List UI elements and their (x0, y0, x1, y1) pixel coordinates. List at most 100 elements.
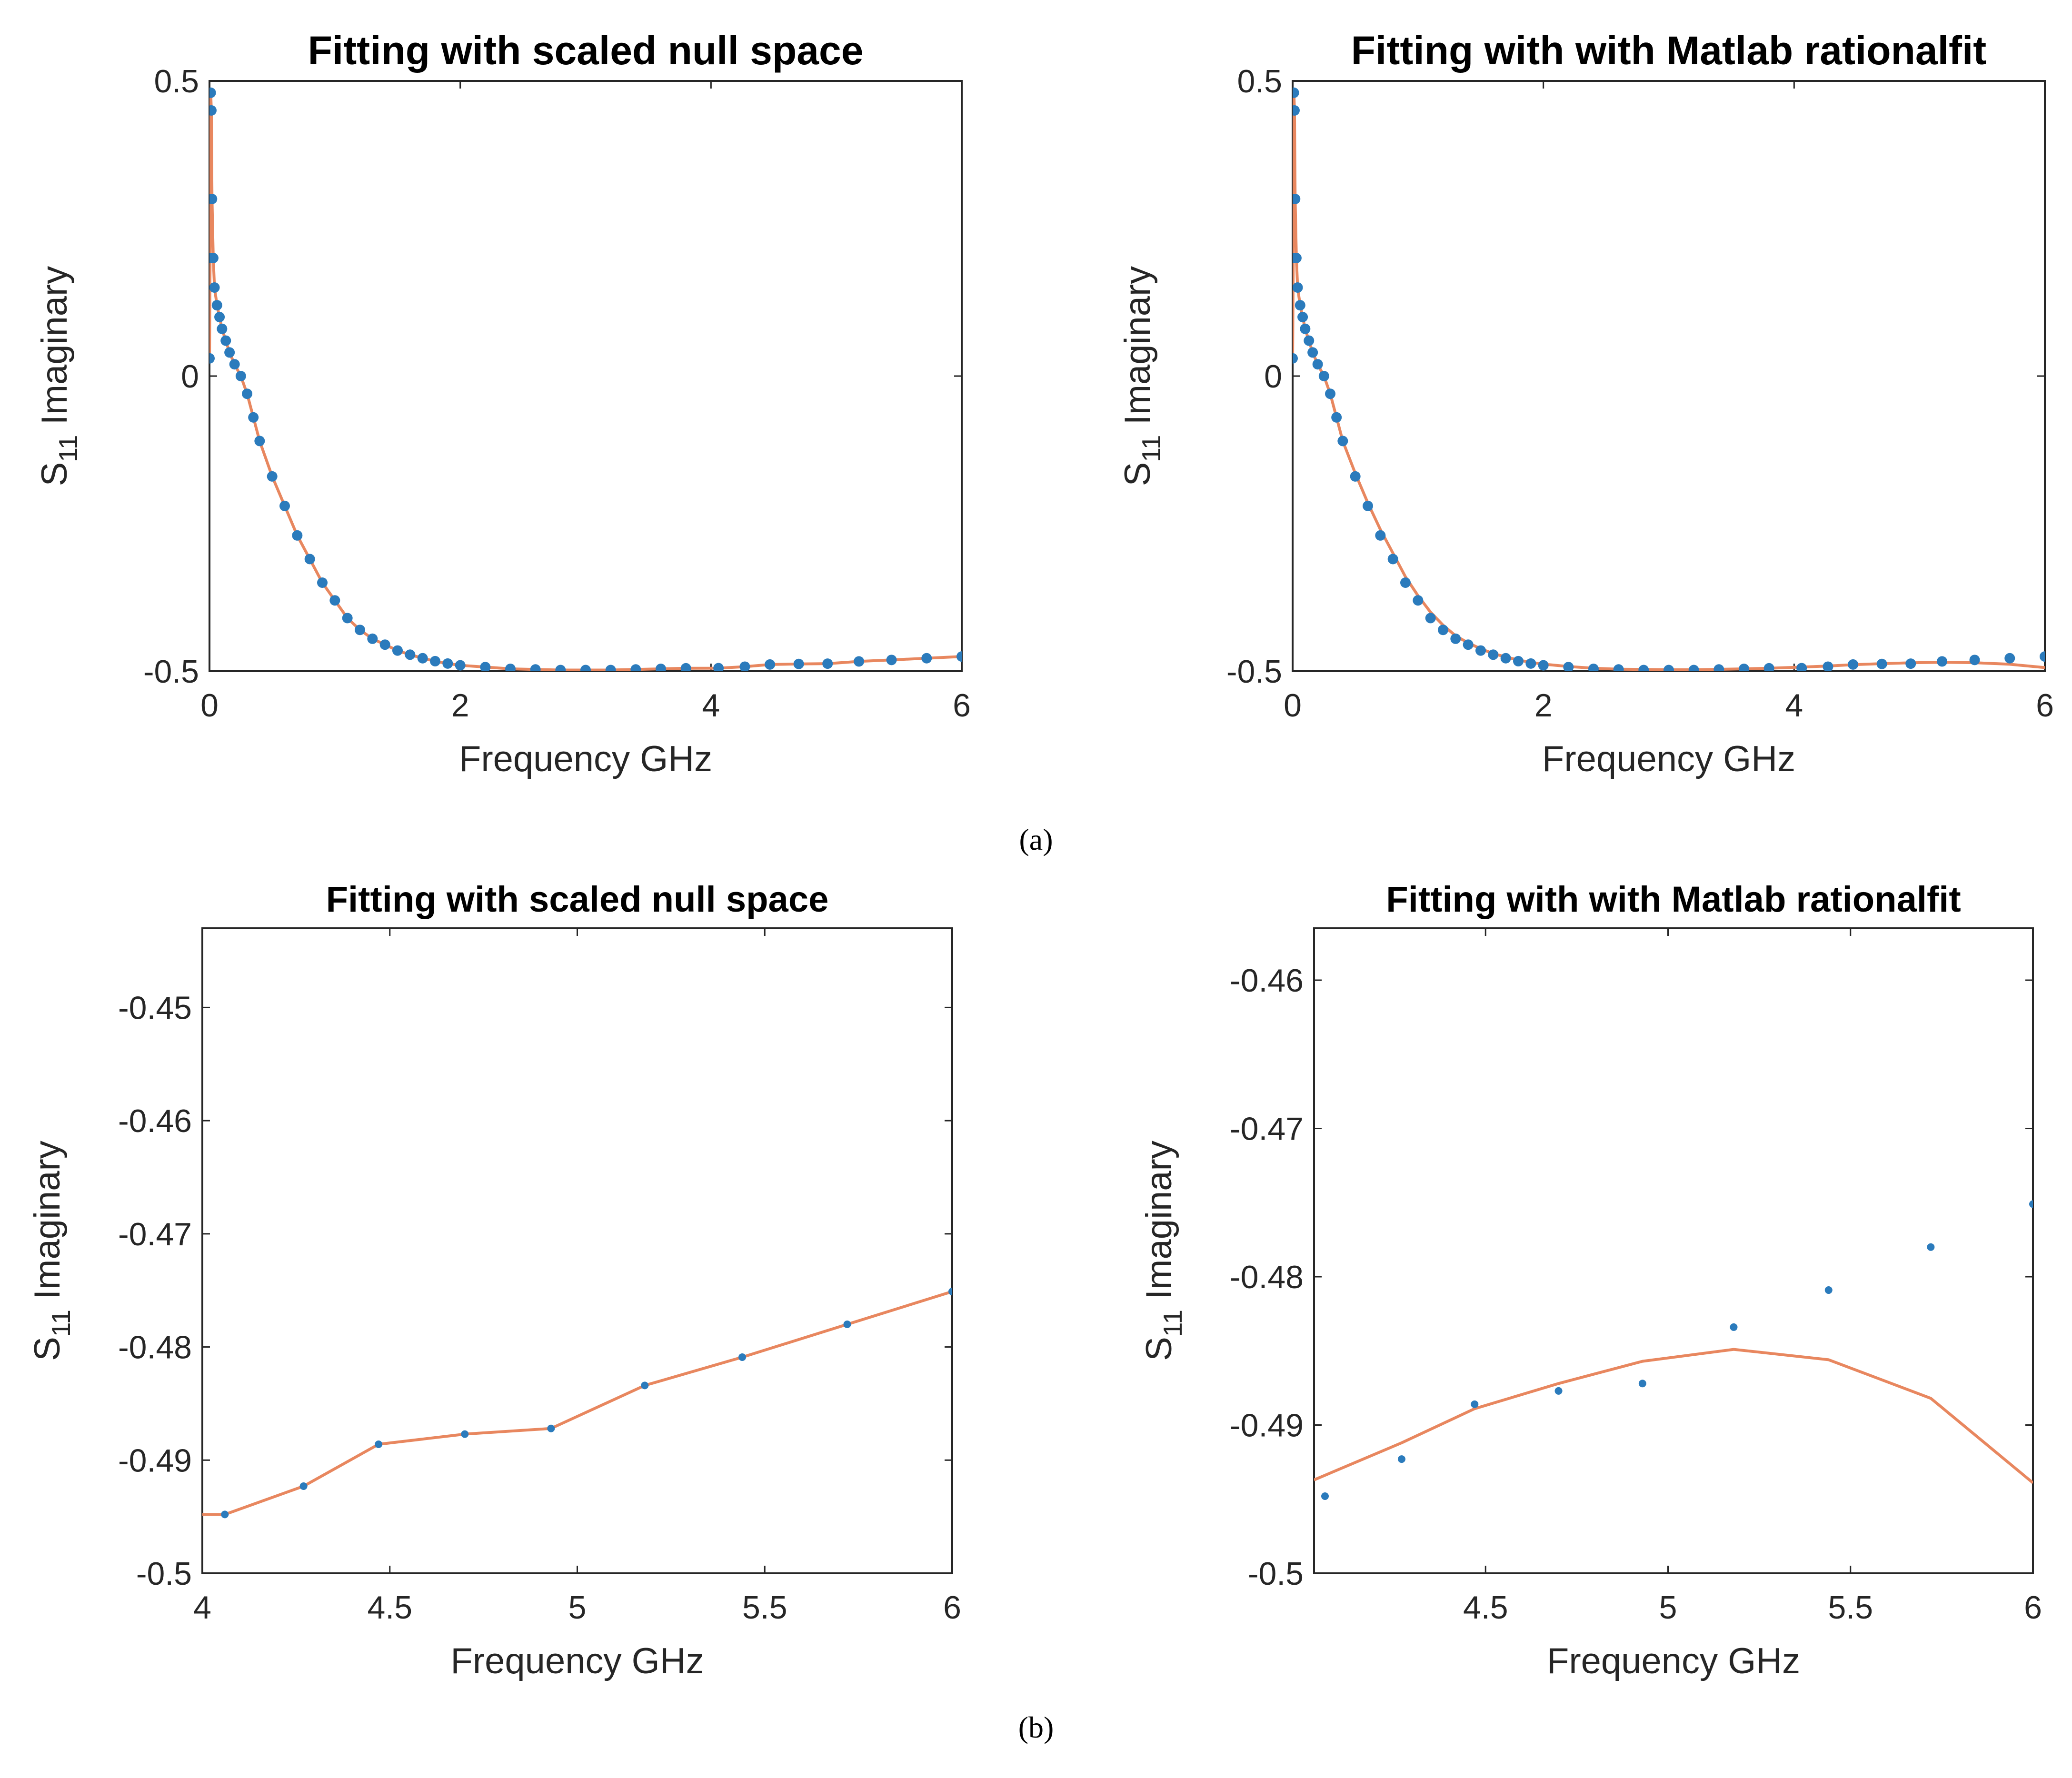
plot-area (1314, 1200, 2033, 1500)
data-point (1475, 645, 1486, 656)
data-point (1413, 595, 1424, 606)
data-point (375, 1440, 383, 1448)
data-point (379, 639, 390, 650)
y-axis-label-subscript: 11 (46, 1310, 76, 1337)
data-point (209, 87, 216, 98)
data-point (1304, 335, 1315, 346)
data-point (317, 577, 328, 588)
data-point (1297, 312, 1308, 322)
plot-area (202, 1288, 952, 1519)
y-axis-label-main: S (27, 1337, 68, 1361)
axes-frame (1313, 927, 2034, 1574)
data-point (555, 665, 566, 671)
data-point (530, 664, 541, 671)
x-axis-label: Frequency GHz (459, 739, 712, 779)
data-point (405, 649, 416, 660)
data-point (1293, 282, 1303, 293)
data-point (713, 663, 724, 671)
y-axis-label-rest: Imaginary (34, 266, 75, 435)
y-axis-label: S11 Imaginary (34, 266, 83, 487)
data-point (392, 645, 403, 656)
data-point (605, 665, 616, 671)
x-tick-label: 0 (200, 687, 219, 724)
data-point (1513, 656, 1524, 666)
y-axis-label: S11 Imaginary (1139, 1141, 1187, 1361)
data-point (304, 554, 315, 565)
data-point (461, 1430, 469, 1438)
data-point (886, 655, 897, 666)
chart-panel-3: Fitting with scaled null space 4 4.5 5 5.5 6 -… (27, 879, 961, 1681)
data-point (921, 653, 932, 664)
data-point (229, 359, 240, 370)
data-point (580, 665, 591, 671)
data-point (1688, 665, 1699, 671)
data-point (1318, 371, 1329, 381)
caption-a: (a) (1019, 823, 1053, 856)
y-tick-label: -0.45 (118, 990, 192, 1026)
data-point (248, 412, 259, 423)
x-tick-label: 6 (2036, 687, 2054, 724)
data-point (948, 1288, 952, 1296)
y-axis-label: S11 Imaginary (1117, 266, 1166, 487)
data-point (1713, 664, 1724, 671)
chart-panel-2: Fitting with with Matlab rationalfit 0 2 4 6… (1117, 28, 2054, 779)
data-point (1848, 659, 1859, 670)
data-point (2004, 653, 2015, 664)
data-point (279, 500, 290, 511)
data-point (221, 1510, 229, 1519)
y-axis-label-main: S (1117, 462, 1158, 487)
data-point (355, 625, 365, 636)
y-axis-label-rest: Imaginary (1117, 266, 1158, 435)
x-axis-label: Frequency GHz (1542, 739, 1795, 779)
data-point (242, 388, 252, 399)
x-tick-label: 0 (1284, 687, 1302, 724)
data-point (1450, 633, 1461, 644)
data-point (1293, 87, 1299, 98)
data-point (641, 1381, 649, 1390)
data-point (1525, 658, 1536, 669)
data-point (680, 663, 691, 671)
data-point (1763, 663, 1774, 671)
data-point (1613, 664, 1624, 671)
data-point (1824, 1286, 1833, 1294)
y-tick-label: -0.46 (1230, 963, 1304, 999)
x-tick-label: 5.5 (1828, 1589, 1873, 1626)
y-axis-label-rest: Imaginary (1139, 1141, 1179, 1310)
data-point (292, 530, 303, 541)
y-tick-label: -0.49 (1230, 1408, 1304, 1444)
data-point (1538, 660, 1549, 671)
y-axis-label-main: S (1139, 1337, 1179, 1361)
data-point (430, 656, 440, 666)
x-axis-label: Frequency GHz (1547, 1641, 1800, 1681)
fit-line (1314, 1348, 2033, 1484)
x-tick-label: 4.5 (1463, 1589, 1508, 1626)
data-point (765, 659, 776, 670)
data-point (1375, 530, 1386, 541)
data-point (1664, 665, 1674, 671)
data-point (1425, 613, 1436, 624)
x-tick-label: 2 (1534, 687, 1553, 724)
data-point (254, 436, 265, 447)
plot-area (1293, 87, 2045, 671)
data-point (1488, 649, 1499, 660)
chart-title: Fitting with with Matlab rationalfit (1386, 879, 1961, 920)
data-point (209, 253, 219, 263)
data-point (220, 335, 231, 346)
data-point (1588, 664, 1599, 671)
y-tick-label: -0.46 (118, 1103, 192, 1139)
y-tick-label: -0.5 (1226, 654, 1282, 690)
data-point (843, 1321, 851, 1329)
x-tick-label: 5 (1659, 1589, 1677, 1626)
y-tick-label: 0 (1264, 358, 1282, 395)
data-point (1337, 436, 1348, 447)
data-point (1300, 323, 1311, 334)
data-point (1312, 359, 1323, 370)
data-point (1463, 639, 1474, 650)
data-point (1400, 577, 1411, 588)
y-axis-label-main: S (34, 462, 75, 487)
y-tick-label: -0.47 (118, 1216, 192, 1252)
data-point (1796, 663, 1807, 671)
y-axis-label-subscript: 11 (1158, 1310, 1187, 1337)
